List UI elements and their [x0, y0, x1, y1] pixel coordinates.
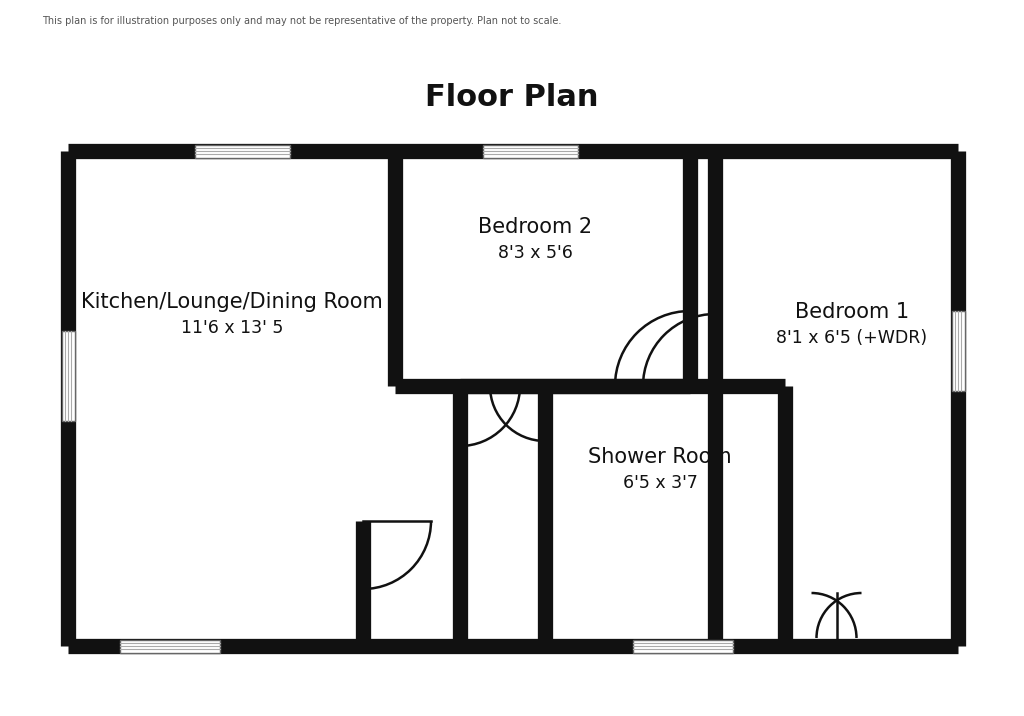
Text: Bedroom 1: Bedroom 1	[795, 302, 909, 322]
Text: 8'1 x 6'5 (+WDR): 8'1 x 6'5 (+WDR)	[776, 329, 928, 347]
Text: Floor Plan: Floor Plan	[425, 84, 599, 112]
Bar	[61, 331, 75, 421]
Text: This plan is for illustration purposes only and may not be representative of the: This plan is for illustration purposes o…	[42, 16, 561, 26]
Text: Kitchen/Lounge/Dining Room: Kitchen/Lounge/Dining Room	[81, 292, 383, 312]
Text: 11'6 x 13' 5: 11'6 x 13' 5	[181, 319, 284, 337]
Text: Bedroom 2: Bedroom 2	[478, 217, 592, 237]
Bar	[195, 145, 290, 158]
Bar	[120, 639, 220, 652]
Bar	[483, 145, 578, 158]
Bar	[633, 639, 733, 652]
Text: 6'5 x 3'7: 6'5 x 3'7	[623, 474, 697, 492]
Text: Shower Room: Shower Room	[588, 447, 732, 467]
Bar	[951, 311, 965, 391]
Text: 8'3 x 5'6: 8'3 x 5'6	[498, 244, 572, 262]
